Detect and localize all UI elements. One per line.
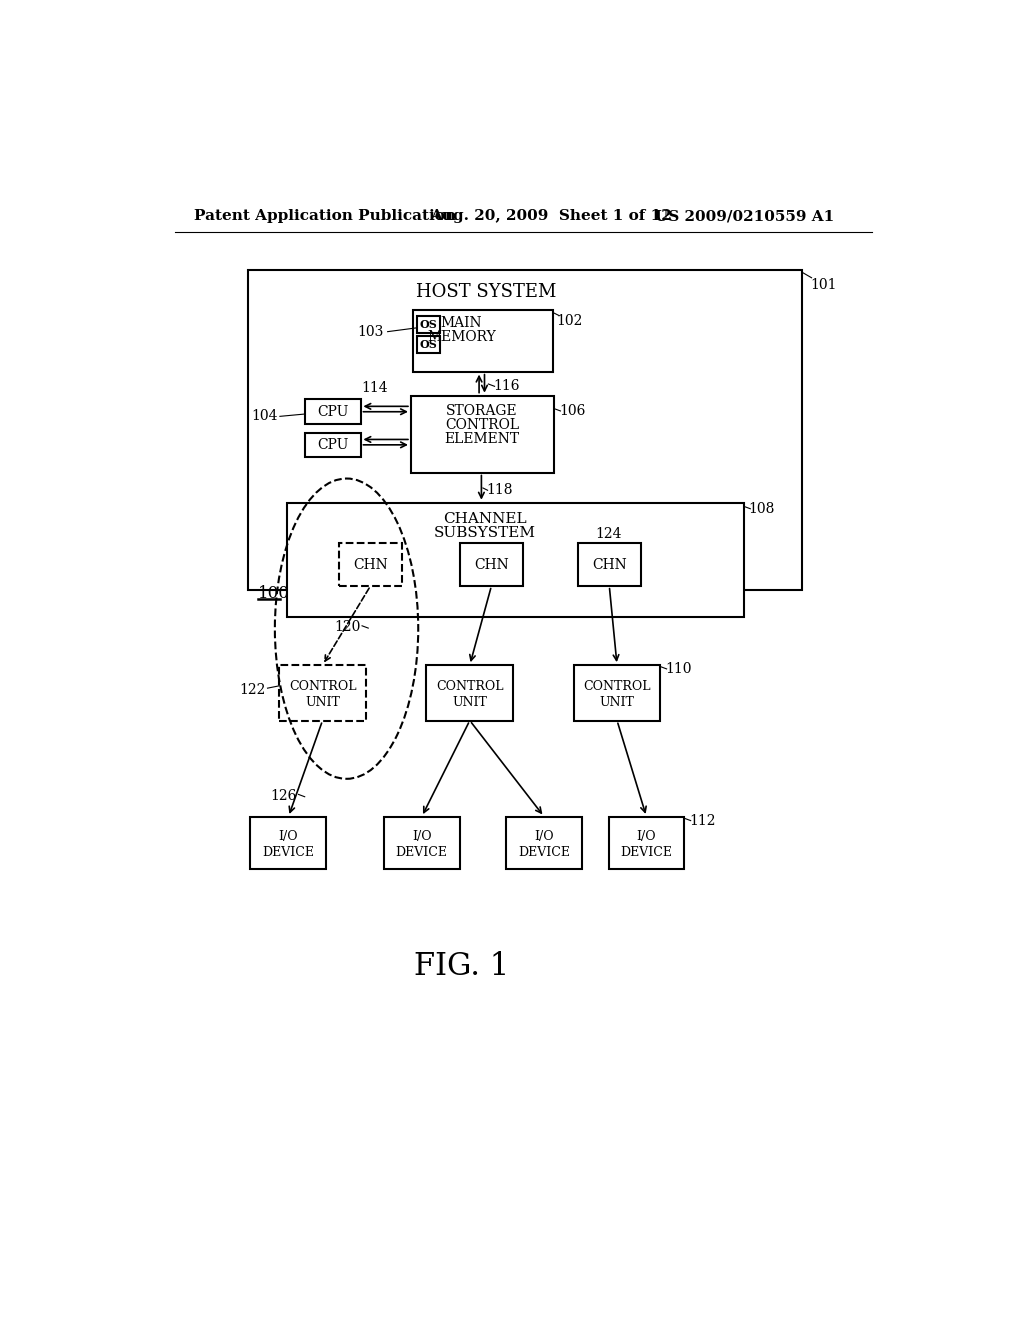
Text: OS: OS: [420, 319, 437, 330]
Text: 104: 104: [251, 409, 278, 424]
Text: 112: 112: [689, 813, 716, 828]
Text: 124: 124: [595, 527, 622, 541]
Text: 102: 102: [557, 314, 583, 327]
Text: 122: 122: [240, 682, 266, 697]
Text: 108: 108: [748, 502, 774, 516]
Text: US 2009/0210559 A1: US 2009/0210559 A1: [655, 209, 835, 223]
Text: MEMORY: MEMORY: [427, 330, 496, 345]
Text: 116: 116: [494, 379, 520, 392]
Text: DEVICE: DEVICE: [518, 846, 570, 859]
FancyBboxPatch shape: [573, 665, 660, 721]
FancyBboxPatch shape: [384, 817, 460, 869]
FancyBboxPatch shape: [426, 665, 513, 721]
FancyBboxPatch shape: [414, 310, 553, 372]
FancyBboxPatch shape: [305, 433, 360, 457]
FancyBboxPatch shape: [280, 665, 366, 721]
Text: STORAGE: STORAGE: [446, 404, 518, 418]
Text: 114: 114: [361, 381, 388, 395]
Text: Patent Application Publication: Patent Application Publication: [194, 209, 456, 223]
FancyBboxPatch shape: [251, 817, 327, 869]
Text: UNIT: UNIT: [453, 696, 487, 709]
Text: FIG. 1: FIG. 1: [414, 952, 509, 982]
FancyBboxPatch shape: [578, 544, 641, 586]
Text: UNIT: UNIT: [600, 696, 635, 709]
Text: CPU: CPU: [316, 438, 348, 451]
Text: MAIN: MAIN: [440, 317, 482, 330]
FancyBboxPatch shape: [417, 337, 440, 354]
Text: DEVICE: DEVICE: [395, 846, 447, 859]
FancyBboxPatch shape: [417, 317, 440, 333]
FancyBboxPatch shape: [287, 503, 744, 616]
Text: UNIT: UNIT: [305, 696, 340, 709]
Text: Aug. 20, 2009  Sheet 1 of 12: Aug. 20, 2009 Sheet 1 of 12: [430, 209, 672, 223]
Text: CONTROL: CONTROL: [584, 680, 651, 693]
Text: OS: OS: [420, 339, 437, 350]
Text: I/O: I/O: [279, 830, 298, 843]
Text: HOST SYSTEM: HOST SYSTEM: [416, 282, 556, 301]
Text: 110: 110: [665, 661, 691, 676]
Text: I/O: I/O: [637, 830, 656, 843]
FancyBboxPatch shape: [506, 817, 583, 869]
FancyBboxPatch shape: [339, 544, 402, 586]
Text: 100: 100: [258, 585, 290, 602]
Text: ELEMENT: ELEMENT: [444, 432, 520, 446]
Text: 126: 126: [270, 789, 297, 803]
Text: CONTROL: CONTROL: [289, 680, 356, 693]
Text: 118: 118: [486, 483, 513, 496]
Text: CHANNEL: CHANNEL: [442, 512, 526, 525]
Text: I/O: I/O: [535, 830, 554, 843]
Text: CHN: CHN: [353, 557, 388, 572]
Text: 103: 103: [357, 325, 384, 339]
Text: 101: 101: [810, 277, 837, 292]
Text: CPU: CPU: [316, 405, 348, 418]
Text: SUBSYSTEM: SUBSYSTEM: [433, 527, 536, 540]
FancyBboxPatch shape: [608, 817, 684, 869]
Text: DEVICE: DEVICE: [621, 846, 673, 859]
Text: 120: 120: [334, 619, 360, 634]
Text: CONTROL: CONTROL: [445, 418, 519, 432]
Text: CHN: CHN: [474, 557, 509, 572]
Text: 106: 106: [559, 404, 586, 418]
Text: I/O: I/O: [412, 830, 431, 843]
Text: DEVICE: DEVICE: [262, 846, 314, 859]
FancyBboxPatch shape: [305, 400, 360, 424]
Text: CONTROL: CONTROL: [436, 680, 504, 693]
FancyBboxPatch shape: [460, 544, 523, 586]
Text: CHN: CHN: [592, 557, 627, 572]
FancyBboxPatch shape: [248, 271, 802, 590]
FancyBboxPatch shape: [411, 396, 554, 473]
